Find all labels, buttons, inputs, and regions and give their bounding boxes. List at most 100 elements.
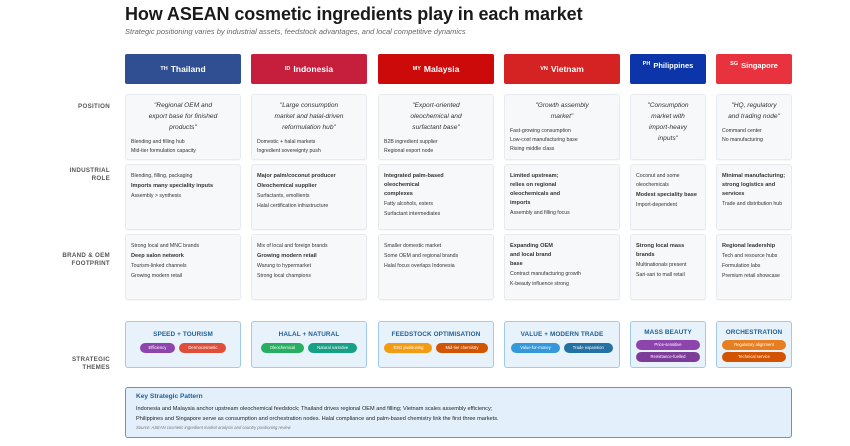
brand-footprint-card-vietnam: Expanding OEM and local brand base Contra…	[504, 234, 620, 300]
theme-tags: Price-sensitive Remittance-fuelled	[631, 340, 705, 362]
position-detail: Blending and filling hub	[131, 139, 185, 145]
brand-footprint-item: Mix of local and foreign brands	[257, 243, 328, 249]
position-detail: Rising middle class	[510, 146, 555, 152]
position-detail: No manufacturing	[722, 137, 763, 143]
industrial-role-item: Major palm/coconut producer	[257, 173, 336, 179]
country-name: Philippines	[653, 61, 694, 70]
theme-title: VALUE + MODERN TRADE	[520, 331, 604, 338]
industrial-role-card-malaysia: Integrated palm-based oleochemical compl…	[378, 164, 494, 230]
position-quote: "Regional OEM and export base for finish…	[148, 102, 218, 131]
country-header-thailand: TH Thailand	[125, 54, 241, 84]
strategic-theme-thailand: SPEED + TOURISM Efficiency Dermocosmetic	[125, 321, 241, 368]
industrial-role-item: Assembly > synthesis	[131, 193, 182, 199]
industrial-role-item: Limited upstream; relies on regional ole…	[510, 173, 561, 206]
brand-footprint-item: Premium retail showcase	[722, 273, 780, 279]
position-detail: Fast-growing consumption	[510, 128, 571, 134]
position-card-philippines: "Consumption market with import-heavy in…	[630, 94, 706, 160]
industrial-role-item: Trade and distribution hub	[722, 201, 783, 207]
theme-tags: Efficiency Dermocosmetic	[126, 343, 240, 353]
country-code: SG	[730, 61, 739, 67]
theme-tag: Price-sensitive	[636, 340, 700, 350]
country-header-philippines: PH Philippines	[630, 54, 706, 84]
brand-footprint-item: Expanding OEM and local brand base	[510, 243, 553, 267]
theme-tags: Oleochemical Natural narrative	[252, 343, 366, 353]
industrial-role-item: Integrated palm-based oleochemical compl…	[384, 173, 444, 197]
industrial-role-item: Import-dependent	[636, 202, 677, 208]
key-pattern-source: Source: ASEAN cosmetic ingredient market…	[136, 425, 291, 430]
brand-footprint-item: Tech and resource hubs	[722, 253, 778, 259]
country-name: Indonesia	[293, 64, 334, 74]
brand-footprint-item: Smaller domestic market	[384, 243, 442, 249]
row-label-position: POSITION	[78, 103, 110, 110]
theme-tag: ESG positioning	[384, 343, 433, 353]
position-quote: "Large consumption market and halal-driv…	[274, 102, 344, 131]
industrial-role-item: Modest speciality base	[636, 192, 697, 198]
industrial-role-item: Fatty alcohols, esters	[384, 201, 434, 207]
theme-tag: Technical service	[722, 352, 786, 362]
position-card-thailand: "Regional OEM and export base for finish…	[125, 94, 241, 160]
industrial-role-card-philippines: Coconut and some oleochemicals Modest spe…	[630, 164, 706, 230]
brand-footprint-item: Regional leadership	[722, 243, 776, 249]
position-card-vietnam: "Growth assembly market" Fast-growing con…	[504, 94, 620, 160]
brand-footprint-card-indonesia: Mix of local and foreign brands Growing m…	[251, 234, 367, 300]
industrial-role-card-indonesia: Major palm/coconut producer Oleochemical …	[251, 164, 367, 230]
brand-footprint-item: Strong local and MNC brands	[131, 243, 200, 249]
brand-footprint-card-thailand: Strong local and MNC brands Deep salon ne…	[125, 234, 241, 300]
strategic-theme-vietnam: VALUE + MODERN TRADE Value-for-money Trade…	[504, 321, 620, 368]
country-name: Malaysia	[423, 64, 460, 74]
page-title: How ASEAN cosmetic ingredients play in e…	[125, 4, 583, 24]
industrial-role-card-vietnam: Limited upstream; relies on regional ole…	[504, 164, 620, 230]
theme-tags: Regulatory alignment Technical service	[717, 340, 791, 362]
country-header-indonesia: ID Indonesia	[251, 54, 367, 84]
position-quote: "Export-oriented oleochemical and surfac…	[410, 102, 462, 131]
theme-tags: Value-for-money Trade expansion	[505, 343, 619, 353]
theme-tags: ESG positioning Mid-tier chemistry	[379, 343, 493, 353]
brand-footprint-item: Halal focus overlaps Indonesia	[384, 263, 455, 269]
position-quote: "Growth assembly market"	[535, 102, 589, 120]
brand-footprint-item: Growing modern retail	[257, 253, 317, 259]
brand-footprint-item: Multinationals present	[636, 262, 687, 268]
country-name: Singapore	[741, 61, 778, 70]
theme-title: FEEDSTOCK OPTIMISATION	[391, 331, 481, 338]
country-name: Vietnam	[550, 64, 584, 74]
country-header-vietnam: VN Vietnam	[504, 54, 620, 84]
position-detail: Regional export node	[384, 148, 434, 154]
industrial-role-item: Coconut and some oleochemicals	[636, 173, 680, 188]
country-code: PH	[642, 61, 651, 67]
brand-footprint-item: K-beauty influence strong	[510, 281, 569, 287]
brand-footprint-item: Warung to hypermarket	[257, 263, 312, 269]
theme-tag: Oleochemical	[260, 343, 305, 353]
industrial-role-card-thailand: Blending, filling, packaging Imports many…	[125, 164, 241, 230]
brand-footprint-card-singapore: Regional leadership Tech and resource hub…	[716, 234, 792, 300]
country-code: TH	[160, 66, 168, 72]
brand-footprint-item: Strong local mass brands	[636, 243, 685, 258]
brand-footprint-item: Formulation labs	[722, 263, 761, 269]
theme-tag: Efficiency	[139, 343, 176, 353]
key-pattern-line-1: Indonesia and Malaysia anchor upstream o…	[136, 406, 493, 412]
country-header-singapore: SG Singapore	[716, 54, 792, 84]
brand-footprint-item: Some OEM and regional brands	[384, 253, 459, 259]
industrial-role-item: Halal certification infrastructure	[257, 203, 329, 209]
position-card-singapore: "HQ, regulatory and trading node" Command…	[716, 94, 792, 160]
theme-title: MASS BEAUTY	[644, 329, 692, 336]
country-code: VN	[540, 66, 548, 72]
strategic-theme-indonesia: HALAL + NATURAL Oleochemical Natural narra…	[251, 321, 367, 368]
theme-tag: Trade expansion	[563, 343, 613, 353]
industrial-role-item: Minimal manufacturing; strong logistics …	[722, 173, 786, 197]
theme-tag: Regulatory alignment	[722, 340, 786, 350]
key-pattern-line-2: Philippines and Singapore serve as consu…	[136, 416, 499, 422]
theme-tag: Mid-tier chemistry	[436, 343, 488, 353]
strategic-theme-malaysia: FEEDSTOCK OPTIMISATION ESG positioning Mid…	[378, 321, 494, 368]
position-detail: Command center	[722, 128, 762, 134]
position-detail: Mid-tier formulation capacity	[131, 148, 196, 154]
theme-tag: Dermocosmetic	[179, 343, 227, 353]
theme-title: ORCHESTRATION	[725, 329, 783, 336]
position-detail: Domestic + halal markets	[257, 139, 316, 145]
industrial-role-item: Blending, filling, packaging	[131, 173, 193, 179]
position-quote: "Consumption market with import-heavy in…	[647, 102, 689, 142]
industrial-role-item: Surfactant intermediates	[384, 211, 441, 217]
key-strategic-pattern-box: Key Strategic Pattern Indonesia and Mala…	[125, 387, 792, 438]
brand-footprint-card-philippines: Strong local mass brands Multinationals p…	[630, 234, 706, 300]
brand-footprint-item: Strong local champions	[257, 273, 311, 279]
industrial-role-card-singapore: Minimal manufacturing; strong logistics …	[716, 164, 792, 230]
